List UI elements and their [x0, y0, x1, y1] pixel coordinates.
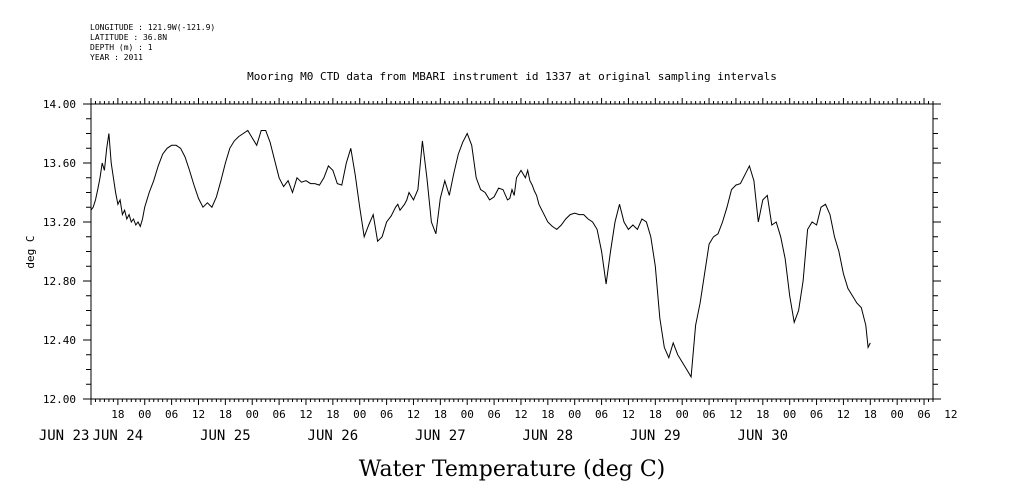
- x-axis-label: Water Temperature (deg C): [359, 457, 666, 482]
- x-hour-tick-label: 18: [111, 408, 124, 421]
- latitude-text: LATITUDE : 36.8N: [90, 33, 167, 42]
- x-hour-tick-label: 12: [837, 408, 850, 421]
- x-hour-tick-label: 18: [864, 408, 877, 421]
- x-hour-tick-label: 18: [434, 408, 447, 421]
- x-hour-tick-label: 06: [810, 408, 823, 421]
- x-hour-tick-label: 06: [702, 408, 715, 421]
- x-hour-tick-label: 06: [380, 408, 393, 421]
- x-hour-tick-label: 00: [461, 408, 474, 421]
- year-text: YEAR : 2011: [90, 53, 143, 62]
- y-tick-label: 12.80: [43, 275, 76, 288]
- x-day-label: JUN 30: [738, 428, 789, 444]
- x-day-label: JUN 23: [39, 428, 90, 444]
- x-day-label: JUN 29: [630, 428, 681, 444]
- x-hour-tick-label: 18: [219, 408, 232, 421]
- depth-text: DEPTH (m) : 1: [90, 43, 153, 52]
- x-hour-tick-label: 12: [622, 408, 635, 421]
- plot-frame: [90, 103, 934, 400]
- y-tick-label: 13.60: [43, 157, 76, 170]
- x-day-label: JUN 24: [93, 428, 144, 444]
- x-hour-tick-label: 00: [891, 408, 904, 421]
- x-hour-tick-label: 00: [246, 408, 259, 421]
- x-hour-tick-label: 12: [192, 408, 205, 421]
- x-hour-tick-label: 00: [783, 408, 796, 421]
- x-day-label: JUN 25: [200, 428, 251, 444]
- x-hour-tick-label: 06: [595, 408, 608, 421]
- series-line-temperature: [90, 129, 871, 379]
- y-tick-label: 12.00: [43, 393, 76, 406]
- x-hour-tick-label: 12: [729, 408, 742, 421]
- y-tick-label: 12.40: [43, 334, 76, 347]
- x-hour-tick-label: 18: [326, 408, 339, 421]
- x-hour-tick-label: 12: [299, 408, 312, 421]
- y-axis-label: deg C: [24, 235, 37, 268]
- x-hour-tick-label: 06: [917, 408, 930, 421]
- x-hour-tick-label: 12: [944, 408, 957, 421]
- x-hour-tick-label: 06: [165, 408, 178, 421]
- x-day-label: JUN 27: [415, 428, 466, 444]
- metadata-block: LONGITUDE : 121.9W(-121.9) LATITUDE : 36…: [90, 23, 215, 62]
- x-day-label: JUN 26: [308, 428, 359, 444]
- x-hour-tick-label: 18: [756, 408, 769, 421]
- x-day-label: JUN 28: [523, 428, 574, 444]
- x-hour-tick-label: 18: [541, 408, 554, 421]
- x-hour-tick-label: 06: [487, 408, 500, 421]
- x-hour-tick-label: 18: [649, 408, 662, 421]
- x-hour-tick-label: 00: [353, 408, 366, 421]
- y-tick-label: 13.20: [43, 216, 76, 229]
- x-hour-tick-label: 00: [676, 408, 689, 421]
- plot-area: 18 00 06 12 18 00 06 12 18 00 06 12 18 00 06 12 18 00 06 12…: [39, 98, 958, 444]
- x-hour-tick-label: 12: [407, 408, 420, 421]
- x-hour-tick-label: 00: [138, 408, 151, 421]
- chart-title: Mooring M0 CTD data from MBARI instrumen…: [247, 70, 777, 83]
- x-hour-tick-label: 00: [568, 408, 581, 421]
- y-tick-label: 14.00: [43, 98, 76, 111]
- longitude-text: LONGITUDE : 121.9W(-121.9): [90, 23, 215, 32]
- x-hour-tick-label: 06: [272, 408, 285, 421]
- x-hour-tick-label: 12: [514, 408, 527, 421]
